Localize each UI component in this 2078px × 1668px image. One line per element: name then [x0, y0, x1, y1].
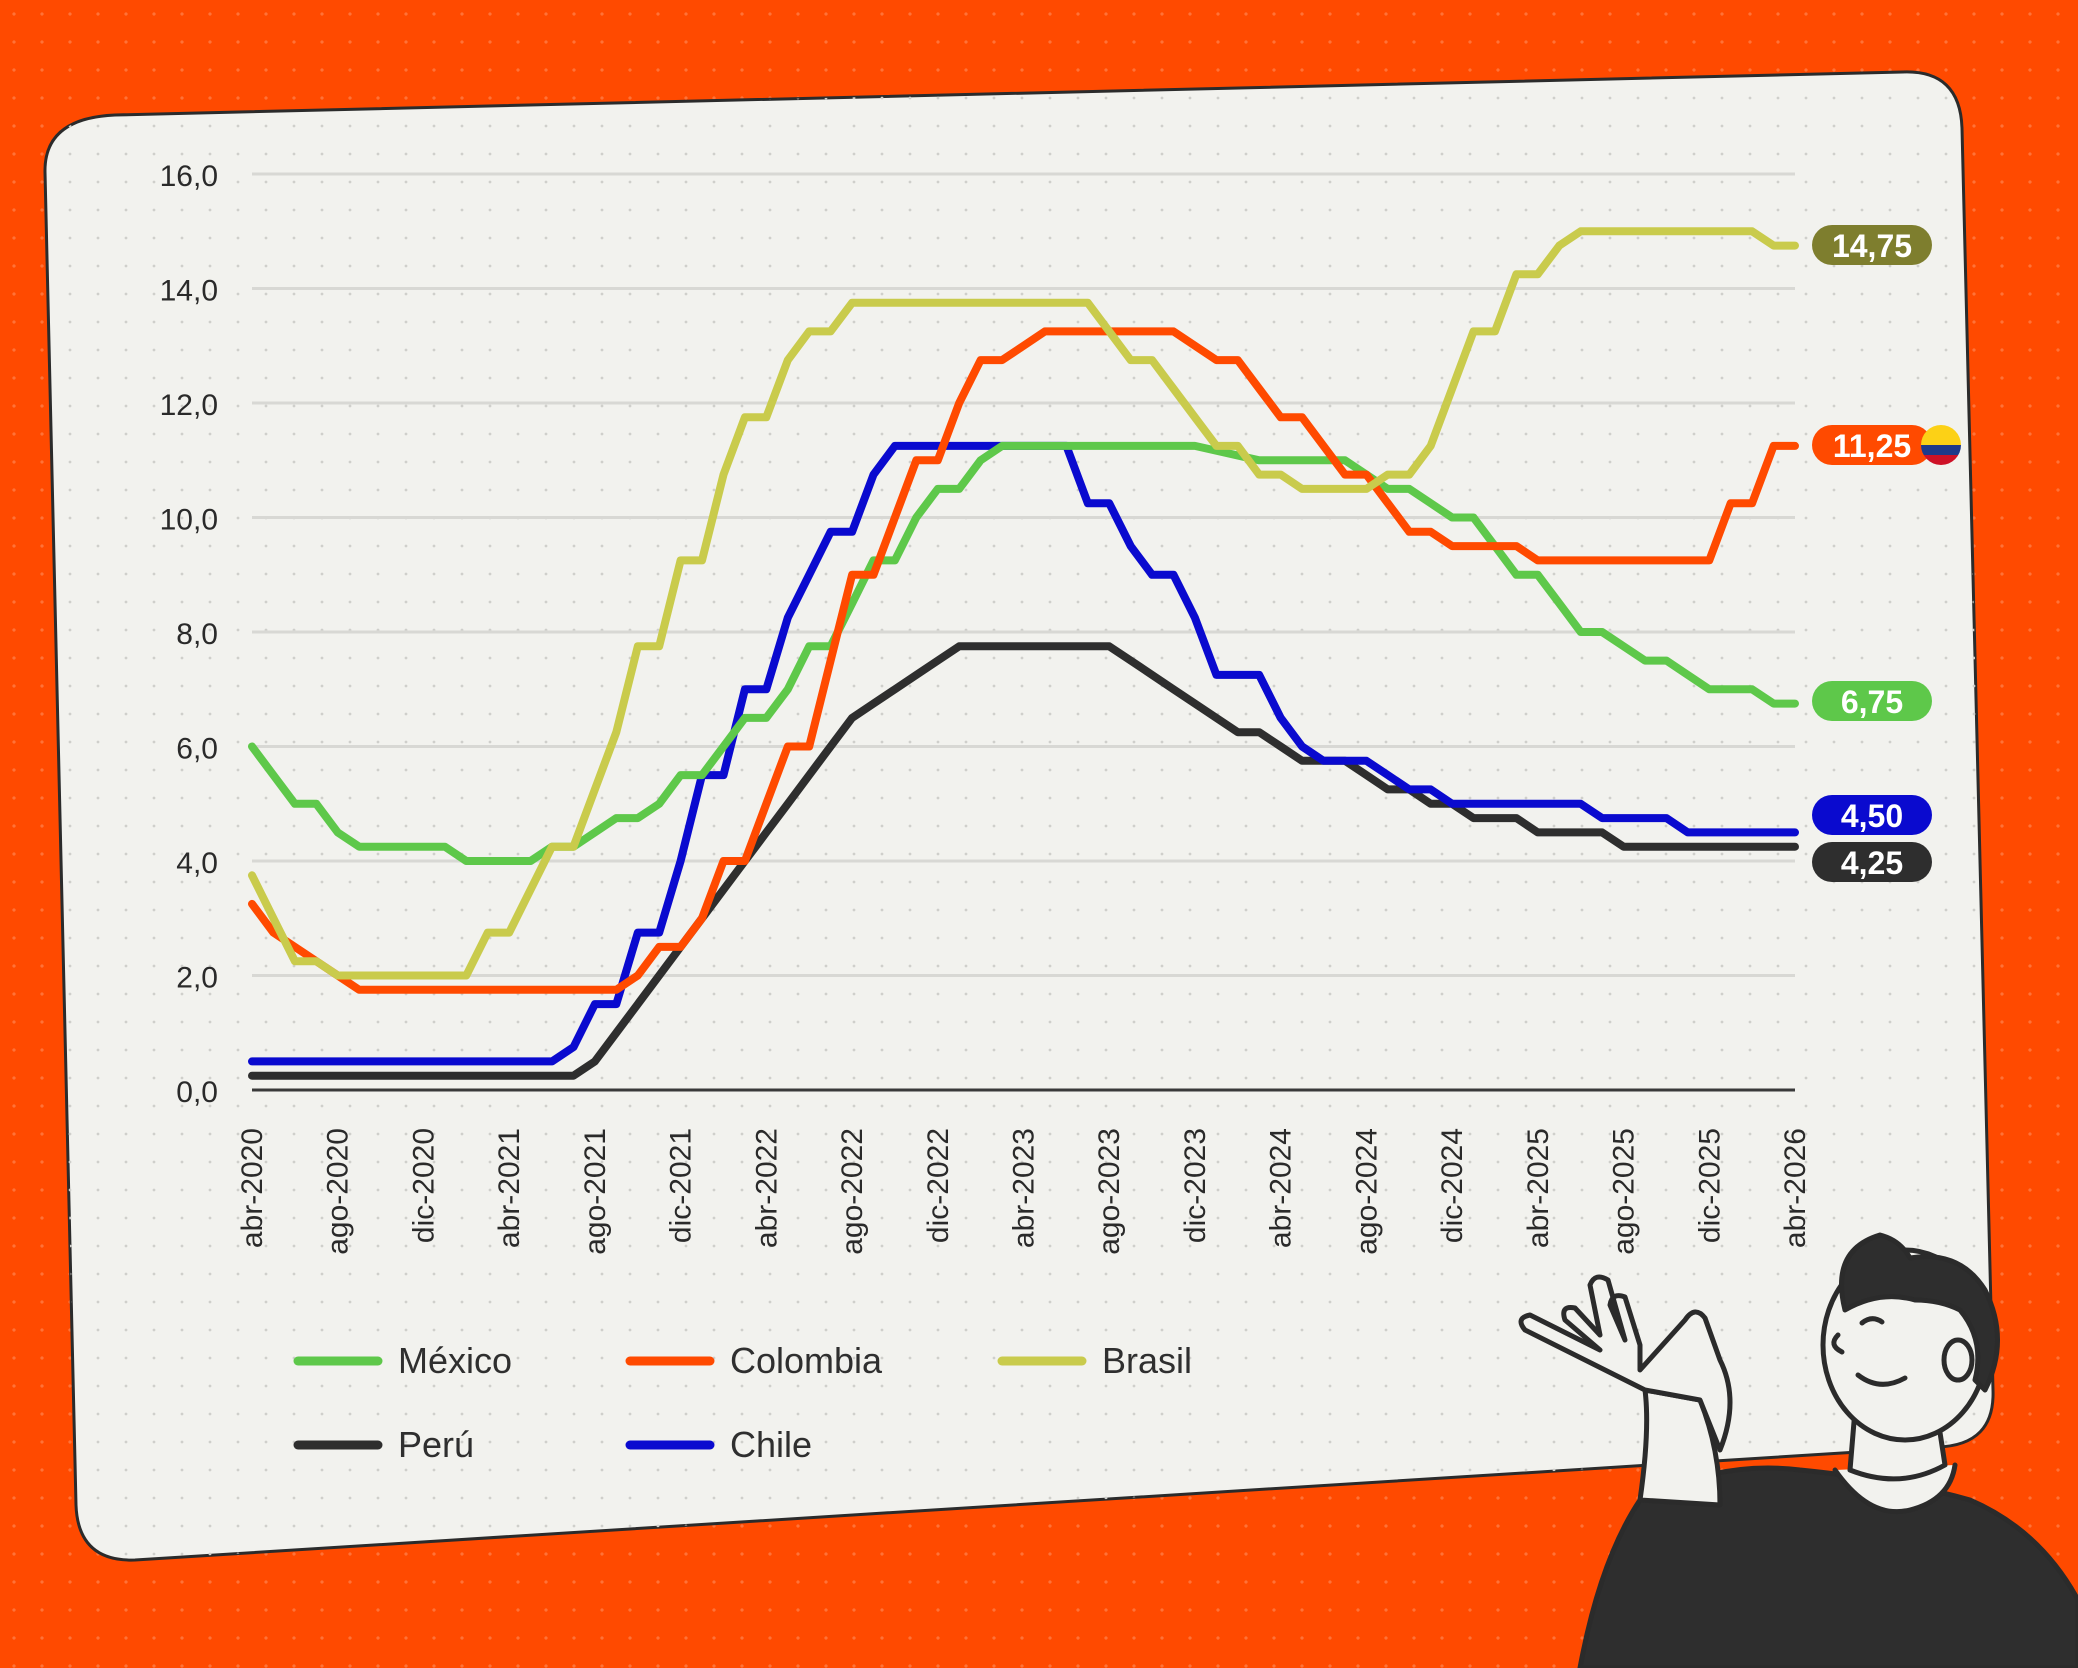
- end-label-value-colombia: 11,25: [1833, 428, 1911, 464]
- y-tick-label: 6,0: [176, 733, 218, 766]
- y-tick-label: 0,0: [176, 1076, 218, 1109]
- x-tick-label: abr-2026: [1779, 1128, 1812, 1248]
- legend-item-peru[interactable]: Perú: [293, 1424, 474, 1465]
- end-label-value-brasil: 14,75: [1832, 228, 1912, 264]
- x-tick-label: dic-2025: [1693, 1128, 1726, 1243]
- x-tick-label: ago-2024: [1350, 1128, 1383, 1255]
- y-tick-label: 10,0: [160, 504, 218, 537]
- end-label-colombia: 11,25: [1812, 425, 1932, 465]
- legend-item-brasil[interactable]: Brasil: [997, 1340, 1192, 1381]
- grid-layer: [252, 172, 1795, 977]
- x-tick-label: abr-2020: [236, 1128, 269, 1248]
- y-tick-label: 16,0: [160, 160, 218, 193]
- end-label-pill-mexico: [1812, 681, 1932, 721]
- legend-item-colombia[interactable]: Colombia: [625, 1340, 883, 1381]
- x-tick-label: abr-2025: [1522, 1128, 1555, 1248]
- series-line-mexico: [248, 441, 1799, 865]
- series-line-brasil: [248, 227, 1799, 980]
- person-eye: [1859, 1316, 1885, 1326]
- end-label-value-peru: 4,25: [1841, 845, 1903, 881]
- person-nose: [1831, 1332, 1845, 1355]
- y-tick-label: 14,0: [160, 275, 218, 308]
- end-label-pill-peru: [1812, 842, 1932, 882]
- person-body: [1577, 1465, 2078, 1668]
- legend-label-peru: Perú: [398, 1424, 474, 1465]
- end-label-brasil: 14,75: [1812, 225, 1932, 265]
- x-tick-label: ago-2023: [1093, 1128, 1126, 1255]
- legend-label-brasil: Brasil: [1102, 1340, 1192, 1381]
- person-ear: [1941, 1337, 1975, 1383]
- y-tick-label: 2,0: [176, 962, 218, 995]
- x-tick-label: abr-2023: [1008, 1128, 1041, 1248]
- end-label-value-chile: 4,50: [1841, 798, 1903, 834]
- end-label-pill-colombia: [1812, 425, 1932, 465]
- person-smile: [1855, 1372, 1908, 1387]
- end-label-chile: 4,50: [1812, 795, 1932, 835]
- x-tick-label: dic-2020: [407, 1128, 440, 1243]
- end-label-pill-chile: [1812, 795, 1932, 835]
- x-tick-label: dic-2021: [665, 1128, 698, 1243]
- end-label-value-mexico: 6,75: [1841, 684, 1903, 720]
- y-tick-label: 12,0: [160, 389, 218, 422]
- series-line-chile: [248, 441, 1799, 1066]
- x-tick-label: dic-2024: [1436, 1128, 1469, 1243]
- end-label-pill-brasil: [1812, 225, 1932, 265]
- series-layer: [248, 227, 1799, 1080]
- legend-label-mexico: México: [398, 1340, 512, 1381]
- legend-item-mexico[interactable]: México: [293, 1340, 512, 1381]
- legend-label-colombia: Colombia: [730, 1340, 883, 1381]
- y-tick-label: 8,0: [176, 618, 218, 651]
- legend-item-chile[interactable]: Chile: [625, 1424, 812, 1465]
- y-tick-label: 4,0: [176, 847, 218, 880]
- legend-label-chile: Chile: [730, 1424, 812, 1465]
- x-tick-label: dic-2023: [1179, 1128, 1212, 1243]
- colombia-flag-icon: [1921, 425, 1961, 465]
- x-tick-label: dic-2022: [922, 1128, 955, 1243]
- x-tick-label: ago-2025: [1608, 1128, 1641, 1255]
- x-tick-label: ago-2020: [322, 1128, 355, 1255]
- series-line-colombia: [248, 327, 1799, 994]
- end-label-mexico: 6,75: [1812, 681, 1932, 721]
- x-tick-label: abr-2022: [750, 1128, 783, 1248]
- x-tick-label: ago-2022: [836, 1128, 869, 1255]
- person-hair: [1839, 1232, 2000, 1393]
- legend: México Colombia Brasil Perú Chile: [293, 1340, 1192, 1465]
- end-label-peru: 4,25: [1812, 842, 1932, 882]
- axis-layer: 16,0 14,0 12,0 10,0 8,0 6,0 4,0 2,0 0,0 abr-2020 a…: [160, 160, 1812, 1255]
- person-pointing-illustration: [1518, 1232, 2078, 1668]
- x-tick-label: abr-2021: [493, 1128, 526, 1248]
- x-tick-label: ago-2021: [579, 1128, 612, 1255]
- x-tick-label: abr-2024: [1265, 1128, 1298, 1248]
- end-label-layer: 14,75 11,25 6,75 4,50 4,25: [1812, 225, 1932, 882]
- person-hand: [1518, 1274, 1733, 1453]
